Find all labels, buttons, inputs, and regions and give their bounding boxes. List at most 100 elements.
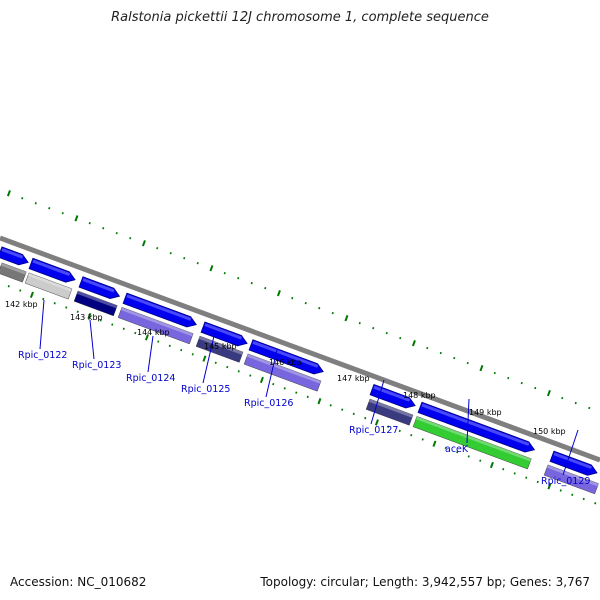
kbp-tick-label: 142 kbp bbox=[5, 300, 38, 309]
tick-mark bbox=[588, 406, 591, 410]
tick-mark bbox=[214, 361, 217, 365]
tick-mark bbox=[306, 395, 309, 399]
tick-mark bbox=[439, 351, 442, 355]
kbp-tick-label: 149 kbp bbox=[469, 408, 502, 417]
feature-bar[interactable] bbox=[73, 290, 118, 317]
tick-mark bbox=[399, 336, 402, 340]
tick-mark bbox=[304, 301, 307, 305]
gene-arrow[interactable] bbox=[200, 321, 249, 349]
tick-mark bbox=[479, 364, 484, 372]
leader-line bbox=[370, 379, 385, 425]
gene-label[interactable]: Rpic_0122 bbox=[18, 350, 67, 361]
tick-mark bbox=[42, 297, 45, 301]
feature-bar[interactable] bbox=[243, 353, 322, 392]
kbp-tick-label: 148 kbp bbox=[403, 391, 436, 400]
leader-line bbox=[147, 335, 154, 373]
tick-mark bbox=[129, 236, 132, 240]
gene-labels: Rpic_0122 Rpic_0123 Rpic_0124 Rpic_0125 Rpic… bbox=[18, 299, 590, 487]
feature-bar[interactable] bbox=[412, 416, 532, 470]
tick-mark bbox=[272, 382, 275, 386]
gene-arrow[interactable] bbox=[0, 246, 30, 268]
tick-mark bbox=[157, 340, 160, 343]
tick-mark bbox=[372, 326, 375, 330]
tick-mark bbox=[520, 381, 523, 385]
tick-mark bbox=[19, 289, 22, 292]
tick-mark bbox=[249, 374, 252, 377]
gene-arrow[interactable] bbox=[78, 276, 121, 302]
backbone-line bbox=[0, 235, 600, 463]
inner-tick-ring bbox=[7, 285, 597, 505]
kbp-ticks: 142 kbp 143 kbp 144 kbp 145 kbp 146 kbp 147 k… bbox=[5, 300, 566, 436]
tick-mark bbox=[295, 391, 298, 394]
tick-mark bbox=[223, 271, 226, 275]
tick-mark bbox=[582, 497, 585, 501]
tick-mark bbox=[169, 251, 172, 255]
leader-line bbox=[562, 429, 579, 476]
tick-mark bbox=[99, 319, 102, 322]
tick-mark bbox=[209, 265, 214, 272]
feature-bar[interactable] bbox=[0, 262, 27, 283]
tick-mark bbox=[456, 450, 459, 454]
feature-bar[interactable] bbox=[24, 272, 73, 300]
feature-bar[interactable] bbox=[365, 398, 414, 426]
gene-label[interactable]: Rpic_0124 bbox=[126, 373, 175, 384]
tick-mark bbox=[115, 231, 118, 235]
gene-label[interactable]: Rpic_0126 bbox=[244, 398, 293, 409]
tick-mark bbox=[21, 197, 24, 200]
gene-label[interactable]: Rpic_0125 bbox=[181, 384, 230, 395]
tick-mark bbox=[202, 355, 207, 362]
tick-mark bbox=[426, 346, 429, 350]
tick-mark bbox=[513, 472, 516, 475]
gene-arrow[interactable] bbox=[28, 257, 77, 285]
gene-arrow[interactable] bbox=[549, 450, 599, 478]
gene-arrow[interactable] bbox=[122, 292, 198, 330]
kbp-tick-label: 144 kbp bbox=[137, 328, 170, 337]
tick-mark bbox=[87, 312, 92, 320]
tick-mark bbox=[574, 401, 577, 405]
feature-bar[interactable] bbox=[117, 306, 194, 345]
genome-summary-text: Topology: circular; Length: 3,942,557 bp… bbox=[260, 575, 590, 589]
tick-mark bbox=[291, 296, 294, 300]
feature-bar[interactable] bbox=[195, 335, 244, 363]
map-title: Ralstonia pickettii 12J chromosome 1, co… bbox=[111, 10, 489, 25]
tick-mark bbox=[364, 416, 367, 420]
gene-label[interactable]: Rpic_0123 bbox=[72, 360, 121, 371]
tick-mark bbox=[594, 502, 597, 505]
tick-mark bbox=[191, 353, 194, 356]
tick-mark bbox=[525, 476, 528, 479]
gene-label[interactable]: aceK bbox=[445, 444, 469, 455]
tick-mark bbox=[546, 389, 551, 397]
kbp-tick-label: 147 kbp bbox=[337, 374, 370, 383]
gene-arrow[interactable] bbox=[417, 401, 536, 455]
tick-mark bbox=[536, 480, 539, 484]
tick-mark bbox=[329, 404, 332, 407]
gene-label[interactable]: Rpic_0129 bbox=[541, 476, 590, 487]
tick-mark bbox=[102, 226, 105, 230]
tick-mark bbox=[276, 290, 281, 297]
gene-label[interactable]: Rpic_0127 bbox=[349, 425, 398, 436]
tick-mark bbox=[53, 302, 56, 305]
tick-mark bbox=[411, 339, 416, 347]
tick-mark bbox=[444, 446, 447, 450]
tick-mark bbox=[467, 455, 470, 458]
tick-mark bbox=[453, 356, 456, 360]
tick-mark bbox=[237, 370, 240, 373]
gene-arrow[interactable] bbox=[248, 339, 325, 377]
tick-mark bbox=[344, 315, 349, 322]
tick-mark bbox=[374, 419, 379, 426]
feature-bar[interactable] bbox=[543, 464, 599, 495]
tick-mark bbox=[6, 190, 11, 197]
leader-line bbox=[39, 299, 45, 350]
accession-text: Accession: NC_010682 bbox=[10, 575, 147, 589]
tick-mark bbox=[410, 433, 413, 437]
tick-mark bbox=[432, 440, 437, 447]
tick-mark bbox=[156, 246, 159, 250]
tick-mark bbox=[559, 489, 562, 492]
tick-mark bbox=[122, 327, 125, 331]
tick-mark bbox=[48, 207, 51, 210]
kbp-tick-label: 150 kbp bbox=[533, 427, 566, 436]
tick-mark bbox=[493, 371, 496, 375]
gene-track bbox=[0, 246, 599, 478]
genome-backbone bbox=[0, 235, 600, 463]
